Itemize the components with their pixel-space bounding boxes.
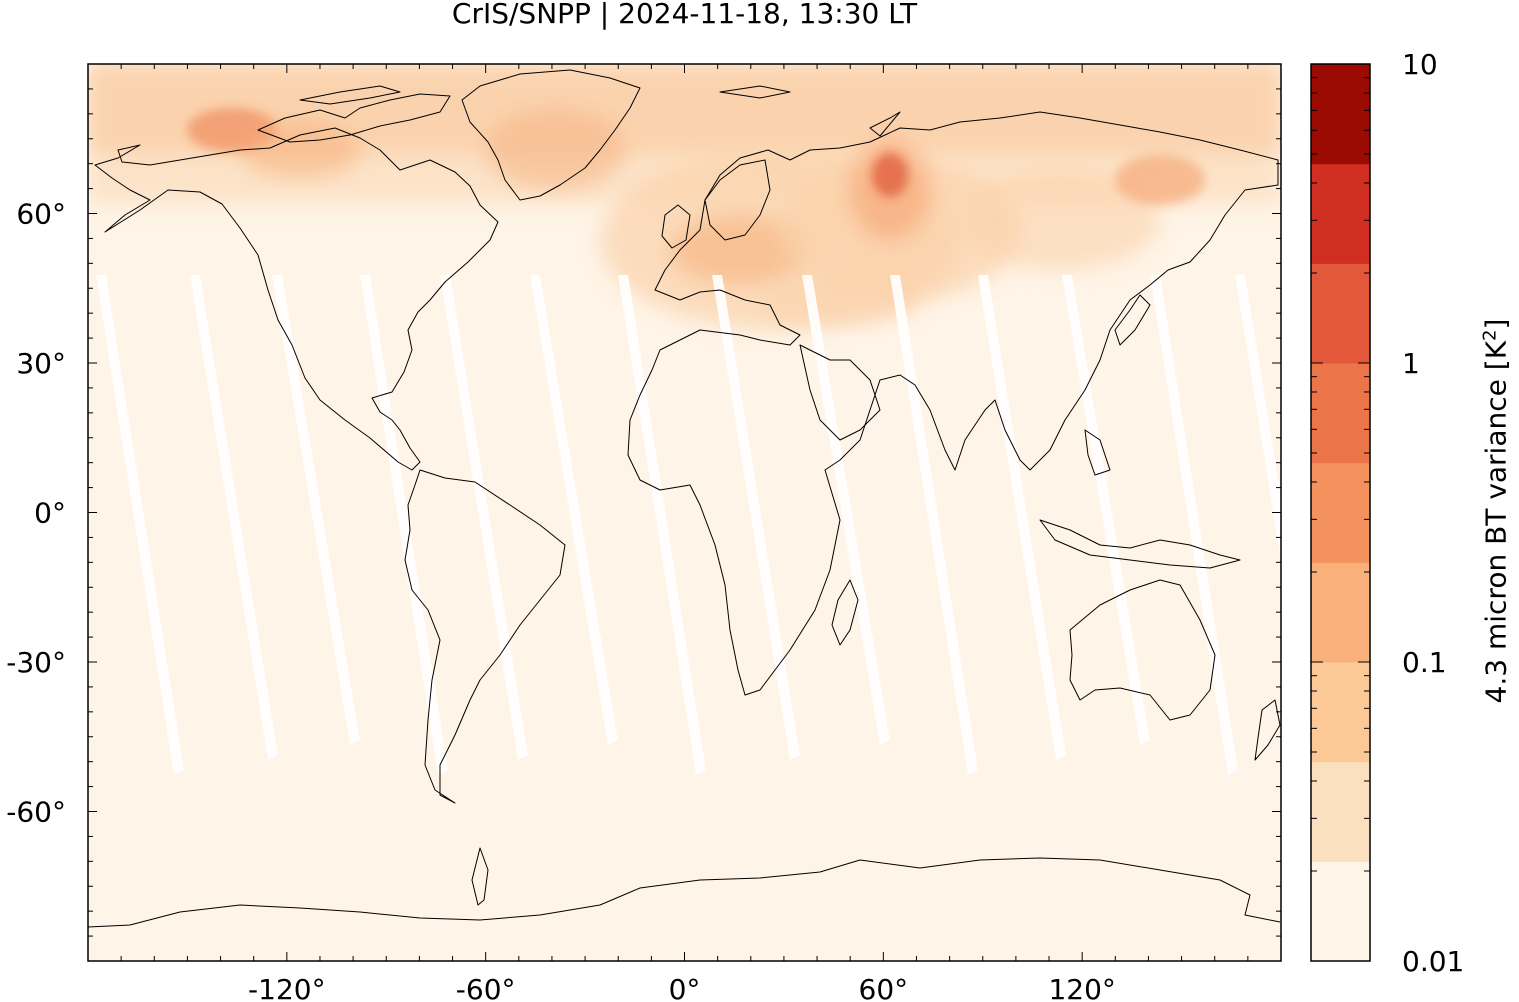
colorbar: 10 1 0.1 0.01 xyxy=(1310,48,1464,978)
y-tick-label: -60° xyxy=(6,796,66,829)
y-axis-tick-labels: 60° 30° 0° -30° -60° xyxy=(6,198,66,829)
colorbar-bin xyxy=(1311,462,1370,563)
orbit-gap xyxy=(1150,275,1238,775)
colorbar-bin xyxy=(1311,64,1370,165)
colorbar-tick-label: 0.1 xyxy=(1402,646,1447,679)
colorbar-frame xyxy=(1310,63,1371,962)
coastline-arctic-islands xyxy=(257,93,451,143)
coastline-antarctica xyxy=(88,857,1281,928)
colorbar-tick-label: 10 xyxy=(1402,48,1438,81)
orbit-gap xyxy=(190,275,278,760)
x-tick-label: 120° xyxy=(1048,973,1115,1002)
colorbar-label: 4.3 micron BT variance [K2] xyxy=(1479,318,1513,704)
colorbar-bin xyxy=(1311,662,1370,763)
orbit-gap xyxy=(530,275,618,745)
coastline-japan xyxy=(1114,294,1151,346)
y-tick-label: 60° xyxy=(16,198,66,231)
orbit-gap xyxy=(712,275,800,760)
orbit-gap xyxy=(802,275,890,745)
coastlines xyxy=(88,69,1281,928)
orbit-gaps xyxy=(96,275,1281,775)
colorbar-tick-marks xyxy=(1311,77,1370,962)
colorbar-bin xyxy=(1311,562,1370,663)
orbit-gap xyxy=(1235,275,1281,562)
coastline-greenland xyxy=(461,69,641,201)
orbit-gap xyxy=(618,275,706,775)
map-panel xyxy=(88,64,1281,961)
variance-field xyxy=(88,64,1281,330)
chart-title: CrIS/SNPP | 2024-11-18, 13:30 LT xyxy=(451,0,918,30)
coastline-british-isles xyxy=(661,204,691,249)
coastline-south-america xyxy=(404,469,566,804)
orbit-gap xyxy=(890,275,978,775)
colorbar-tick-label: 1 xyxy=(1402,347,1420,380)
orbit-gap xyxy=(440,275,528,760)
x-tick-label: 60° xyxy=(859,973,909,1002)
orbit-gap xyxy=(978,275,1066,760)
coastline-indonesia xyxy=(1039,519,1241,569)
x-tick-label: 0° xyxy=(669,973,701,1002)
colorbar-bin xyxy=(1311,363,1370,464)
colorbar-bin xyxy=(1311,163,1370,264)
orbit-gap xyxy=(96,275,184,775)
coastline-madagascar xyxy=(831,579,859,646)
y-tick-label: -30° xyxy=(6,646,66,679)
orbit-gap xyxy=(1062,275,1150,745)
y-tick-label: 0° xyxy=(34,497,66,530)
x-tick-label: -120° xyxy=(248,973,326,1002)
coastline-north-america xyxy=(94,127,499,471)
orbit-gap xyxy=(272,275,360,745)
colorbar-bin xyxy=(1311,861,1370,962)
orbit-gap xyxy=(360,275,448,775)
x-tick-label: -60° xyxy=(456,973,516,1002)
coastline-scandinavia xyxy=(704,159,771,241)
colorbar-tick-labels: 10 1 0.1 0.01 xyxy=(1402,48,1464,978)
coastline-eurasia-africa xyxy=(627,111,1279,696)
map-tick-marks xyxy=(87,63,1282,962)
y-tick-label: 30° xyxy=(16,347,66,380)
coastline-new-zealand xyxy=(1254,699,1281,761)
coastline-australia xyxy=(1069,579,1216,721)
colorbar-tick-label: 0.01 xyxy=(1402,945,1464,978)
colorbar-bins xyxy=(1311,64,1370,962)
colorbar-bin xyxy=(1311,263,1370,364)
colorbar-bin xyxy=(1311,761,1370,862)
x-axis-tick-labels: -120° -60° 0° 60° 120° xyxy=(248,973,1116,1002)
